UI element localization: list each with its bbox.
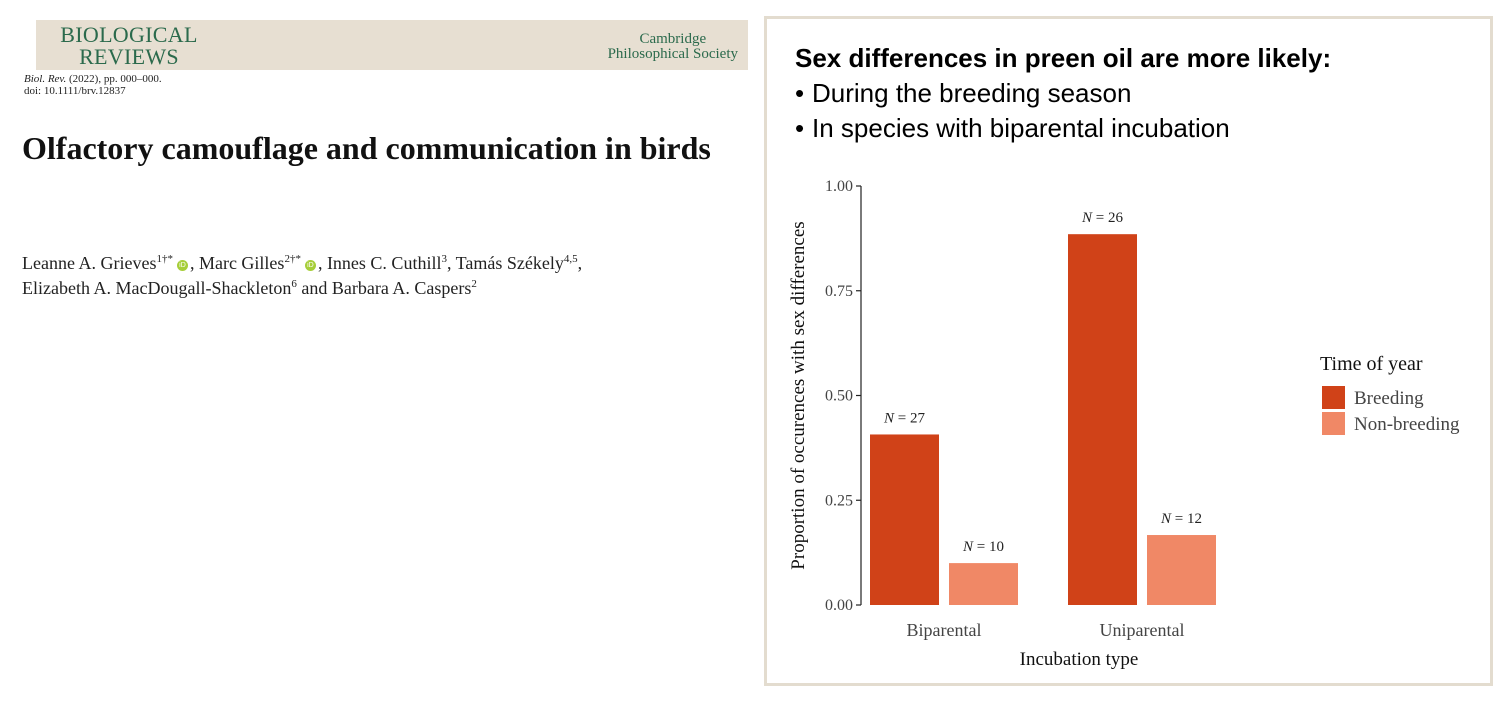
author-affiliation: 2†* xyxy=(284,253,301,265)
author-name: Leanne A. Grieves xyxy=(22,253,157,273)
journal-banner: BIOLOGICAL REVIEWS Cambridge Philosophic… xyxy=(36,20,748,70)
bullet-glyph: • xyxy=(795,113,805,143)
bar-chart: 0.00 0.25 0.50 0.75 1.00 Proportion of occure… xyxy=(788,178,1460,670)
author-affiliation: 3 xyxy=(441,253,447,265)
journal-logo: BIOLOGICAL REVIEWS xyxy=(44,24,214,68)
slide-heading: Sex differences in preen oil are more li… xyxy=(795,43,1332,73)
author-affiliation: 6 xyxy=(291,278,297,290)
n-label: N = 27 xyxy=(883,410,925,426)
bar-breeding xyxy=(1068,234,1137,605)
author-name: Elizabeth A. MacDougall-Shackleton xyxy=(22,278,292,298)
citation-journal: Biol. Rev. xyxy=(24,73,67,85)
citation-pages: (2022), pp. 000–000. xyxy=(66,73,162,85)
author: Innes C. Cuthill3, xyxy=(327,253,456,273)
bar-breeding xyxy=(870,434,939,605)
bullet-list: • During the breeding season • In species … xyxy=(795,76,1230,146)
x-axis-label: Incubation type xyxy=(1020,649,1139,670)
orcid-icon[interactable]: iD xyxy=(176,260,188,271)
author: Barbara A. Caspers2 xyxy=(332,278,477,298)
author-separator: , xyxy=(577,253,583,273)
legend-swatch-breeding xyxy=(1322,386,1345,409)
bullet-text: In species with biparental incubation xyxy=(812,113,1230,143)
y-tick-label: 0.25 xyxy=(825,492,853,509)
author-separator: , xyxy=(189,253,199,273)
society-name-line2: Philosophical Society xyxy=(607,46,738,62)
doi: doi: 10.1111/brv.12837 xyxy=(24,85,126,97)
legend-swatch-non-breeding xyxy=(1322,412,1345,435)
y-axis-label: Proportion of occurences with sex differ… xyxy=(788,221,809,569)
y-tick-label: 1.00 xyxy=(825,178,853,195)
bar-non-breeding xyxy=(949,563,1018,605)
bar-non-breeding xyxy=(1147,535,1216,605)
y-tick-label: 0.00 xyxy=(825,597,853,614)
author-affiliation: 2 xyxy=(471,278,477,290)
society-logo: Cambridge Philosophical Society xyxy=(608,32,738,62)
paper-title: Olfactory camouflage and communication i… xyxy=(22,130,711,166)
author-list: Leanne A. Grieves1†*iD, Marc Gilles2†*iD… xyxy=(22,251,742,301)
author: Leanne A. Grieves1†*iD, xyxy=(22,253,199,273)
legend-label: Non-breeding xyxy=(1354,414,1460,435)
citation: Biol. Rev. (2022), pp. 000–000. doi: 10.… xyxy=(24,73,162,97)
author-affiliation: 4,5 xyxy=(563,253,578,265)
author-affiliation: 1†* xyxy=(156,253,173,265)
author: Tamás Székely4,5, xyxy=(456,253,582,273)
author-separator: and xyxy=(296,278,332,298)
journal-name-line1: BIOLOGICAL xyxy=(60,22,198,47)
journal-name-line2: REVIEWS xyxy=(79,44,179,69)
author-name: Marc Gilles xyxy=(198,253,285,273)
legend-label: Breeding xyxy=(1354,388,1424,409)
slide-panel: Sex differences in preen oil are more li… xyxy=(764,16,1493,686)
author: Elizabeth A. MacDougall-Shackleton6 and xyxy=(22,278,332,298)
x-tick-label: Biparental xyxy=(907,620,982,640)
n-label: N = 10 xyxy=(962,539,1004,555)
author-separator: , xyxy=(317,253,327,273)
n-label: N = 12 xyxy=(1160,511,1202,527)
bullet-text: During the breeding season xyxy=(812,78,1132,108)
legend-title: Time of year xyxy=(1320,353,1423,375)
author-separator: , xyxy=(446,253,456,273)
bullet-item: • During the breeding season xyxy=(795,76,1230,111)
bullet-glyph: • xyxy=(795,78,805,108)
author-name: Innes C. Cuthill xyxy=(326,253,442,273)
y-tick-label: 0.75 xyxy=(825,283,853,300)
author-name: Barbara A. Caspers xyxy=(331,278,472,298)
y-tick-label: 0.50 xyxy=(825,388,853,405)
orcid-icon[interactable]: iD xyxy=(304,260,316,271)
bullet-item: • In species with biparental incubation xyxy=(795,111,1230,146)
society-name-line1: Cambridge xyxy=(639,31,707,47)
x-tick-label: Uniparental xyxy=(1100,620,1185,640)
author: Marc Gilles2†*iD, xyxy=(199,253,327,273)
n-label: N = 26 xyxy=(1081,210,1123,226)
author-name: Tamás Székely xyxy=(455,253,564,273)
